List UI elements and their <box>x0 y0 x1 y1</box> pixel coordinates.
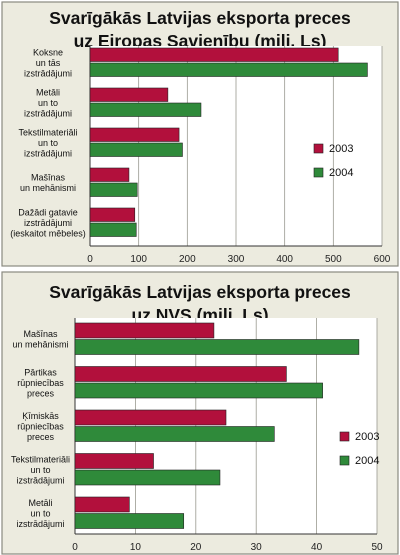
legend-label: 2004 <box>329 167 353 179</box>
category-label: rūpniecības <box>17 421 64 431</box>
bar <box>89 127 180 142</box>
category-label: Ķīmiskās <box>22 411 59 421</box>
category-label: izstrādājumi <box>24 68 72 78</box>
chart-title-line: Svarīgākās Latvijas eksporta preces <box>49 282 351 302</box>
category-label: un tās <box>36 58 61 68</box>
bar <box>89 142 183 157</box>
chart-title-line: Svarīgākās Latvijas eksporta preces <box>49 8 351 28</box>
category-label: un to <box>30 508 50 518</box>
category-label: Mašīnas <box>31 173 66 183</box>
category-label: Tekstilmateriāli <box>11 454 70 464</box>
x-tick-label: 0 <box>72 542 78 553</box>
category-label: preces <box>27 388 55 398</box>
x-tick-label: 50 <box>371 542 383 553</box>
category-label: preces <box>27 432 55 442</box>
legend-swatch <box>339 455 350 466</box>
bar <box>89 207 136 222</box>
category-label: Koksne <box>33 47 63 57</box>
bar <box>74 366 287 382</box>
x-tick-label: 400 <box>276 254 293 265</box>
bar <box>74 469 221 486</box>
category-label: Pārtikas <box>24 367 57 377</box>
category-label: izstrādājumi <box>24 108 72 118</box>
bar <box>74 322 215 339</box>
x-tick-label: 600 <box>374 254 391 265</box>
category-label: un mehānismi <box>20 183 76 193</box>
bar <box>74 426 275 442</box>
x-tick-label: 10 <box>130 542 142 553</box>
category-label: Mašīnas <box>23 329 58 339</box>
category-label: izstrādājumi <box>24 148 72 158</box>
bar <box>89 62 368 77</box>
category-label: izstrādājumi <box>16 519 64 529</box>
legend-label: 2004 <box>355 455 379 467</box>
x-tick-label: 40 <box>311 542 323 553</box>
bar <box>74 496 130 513</box>
category-label: un to <box>30 465 50 475</box>
bar <box>89 222 137 237</box>
x-tick-label: 300 <box>228 254 245 265</box>
category-label: un to <box>38 98 58 108</box>
bar <box>89 47 339 62</box>
legend-swatch <box>313 167 324 178</box>
category-label: un to <box>38 138 58 148</box>
category-label: Metāli <box>28 498 52 508</box>
legend-swatch <box>313 143 324 154</box>
bar <box>74 513 185 529</box>
bar <box>74 339 360 355</box>
x-tick-label: 500 <box>325 254 342 265</box>
x-tick-label: 0 <box>87 254 93 265</box>
category-label: Tekstilmateriāli <box>18 127 77 137</box>
x-tick-label: 200 <box>179 254 196 265</box>
legend-swatch <box>339 431 350 442</box>
legend-label: 2003 <box>355 431 379 443</box>
x-tick-label: 30 <box>251 542 263 553</box>
bar <box>89 182 138 197</box>
category-label: (ieskaitot mēbeles) <box>10 228 86 238</box>
category-label: Dažādi gatavie <box>18 207 78 217</box>
bar <box>74 382 323 399</box>
bar <box>89 102 202 117</box>
bar <box>74 453 154 469</box>
category-label: izstrādājumi <box>24 218 72 228</box>
category-label: Metāli <box>36 87 60 97</box>
category-label: izstrādājumi <box>16 475 64 485</box>
x-tick-label: 100 <box>130 254 147 265</box>
category-label: un mehānismi <box>12 340 68 350</box>
bar <box>74 409 227 426</box>
legend-label: 2003 <box>329 143 353 155</box>
category-label: rūpniecības <box>17 378 64 388</box>
x-tick-label: 20 <box>190 542 202 553</box>
bar <box>89 87 169 102</box>
bar <box>89 167 130 182</box>
